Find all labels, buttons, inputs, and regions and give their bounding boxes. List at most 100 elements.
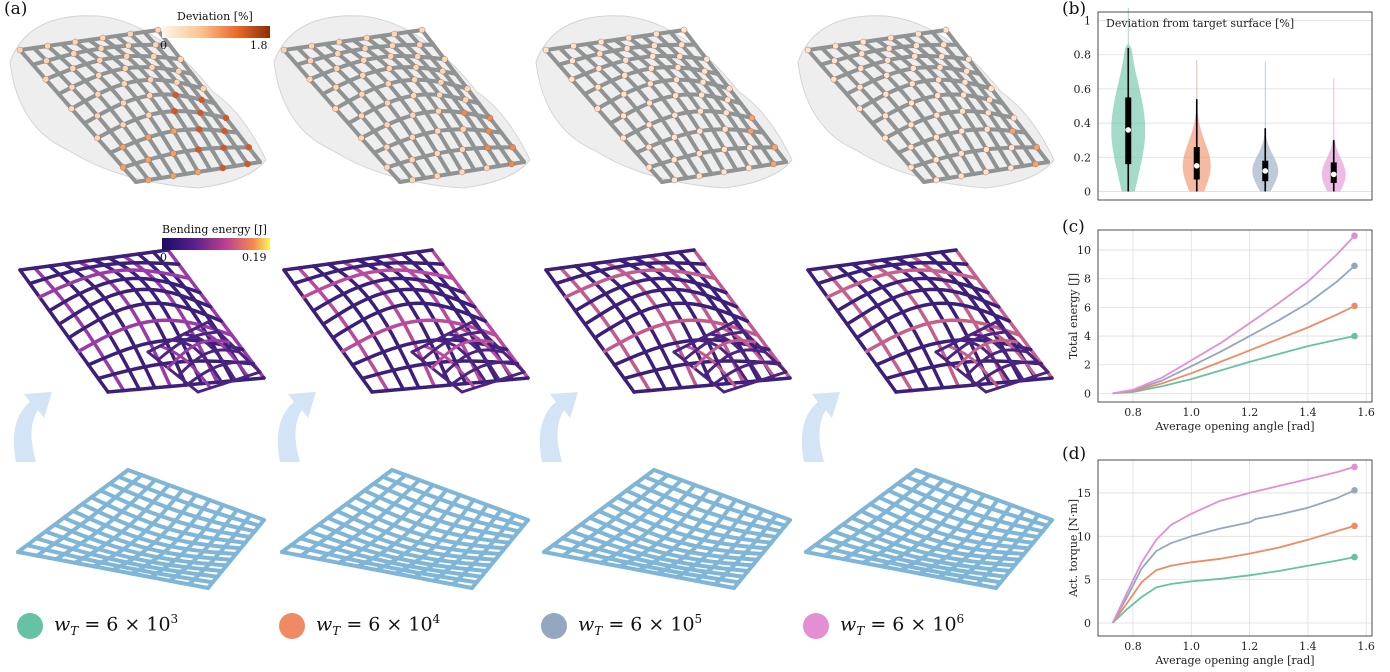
joint [698,91,705,99]
rod [806,48,926,184]
rod [554,261,707,286]
joint [621,72,628,79]
rod [806,248,958,272]
rod [899,493,986,572]
arrow [801,392,840,462]
joint [336,38,343,46]
joint [95,72,102,79]
joint [170,150,177,157]
joint [170,127,178,135]
deploy-arrow-2 [277,392,316,462]
joint [856,105,863,112]
legend-dot-2 [279,613,305,639]
joint [383,164,391,171]
rod [974,360,1040,386]
panel-label-a: (a) [4,0,28,19]
joint [933,134,940,141]
rod [158,344,212,390]
rod [675,503,752,580]
joint [620,134,627,142]
x-axis-label: Average opening angle [rad] [1154,654,1314,667]
rod [337,483,435,565]
joint [461,109,468,117]
rod [544,248,696,272]
joint [933,111,940,119]
joint [385,80,392,88]
rod [819,46,939,182]
median-dot-4 [1330,171,1337,178]
rod [692,248,792,380]
rod [994,518,1054,590]
rod [603,260,699,389]
rod [364,36,477,172]
rod [196,370,262,394]
rod [430,248,530,380]
joint [358,134,365,142]
x-tick-label: 1.2 [1241,406,1259,419]
legend-dot-3 [541,613,567,639]
joint [219,164,227,172]
joint [409,111,416,119]
joint [198,96,205,104]
joint [625,34,632,42]
rod [902,34,1013,170]
rod [142,30,250,166]
rod [946,344,1000,390]
joint [831,57,838,64]
rod [451,513,517,587]
series-line-1 [1112,335,1355,395]
rod [640,34,751,170]
joint [913,42,920,49]
joint [200,85,207,92]
rod [206,518,266,590]
rod [62,262,157,390]
rod [732,320,788,374]
rod [612,338,771,367]
rod [833,44,951,180]
joint [462,96,469,104]
joint [121,80,128,88]
joint [195,146,202,153]
rod [544,48,664,184]
deviation-shell-2 [273,15,531,189]
joint [569,57,576,64]
joint [910,65,917,72]
rod [111,493,198,572]
rod [595,77,732,111]
rod [87,38,200,174]
y-tick-label: 8 [1084,273,1091,286]
rod [37,268,192,299]
joint [645,164,653,171]
joint [646,99,653,107]
joint [464,85,471,92]
rod [28,261,181,286]
deviation-shell-4 [797,15,1055,189]
y-tick-label: 0.2 [1074,151,1092,164]
rod [282,248,434,272]
series-line-4 [1111,466,1355,624]
joint [386,65,393,72]
joint [175,67,182,75]
joint [911,53,918,60]
joint [724,96,731,104]
joint [958,172,965,180]
rod [375,493,462,572]
joint [882,134,889,142]
joint [169,172,177,180]
rod [668,30,776,166]
joint [746,144,753,151]
joint [195,126,203,133]
rod [580,478,684,562]
joint [936,64,944,71]
joint [961,78,969,86]
joint [145,176,152,184]
joint [745,164,752,172]
joint [678,41,685,48]
joint [97,45,105,52]
joint [119,121,127,129]
joint [594,83,602,91]
rod [156,330,220,362]
joint [770,160,777,168]
rod [847,42,964,178]
rod [823,473,932,558]
